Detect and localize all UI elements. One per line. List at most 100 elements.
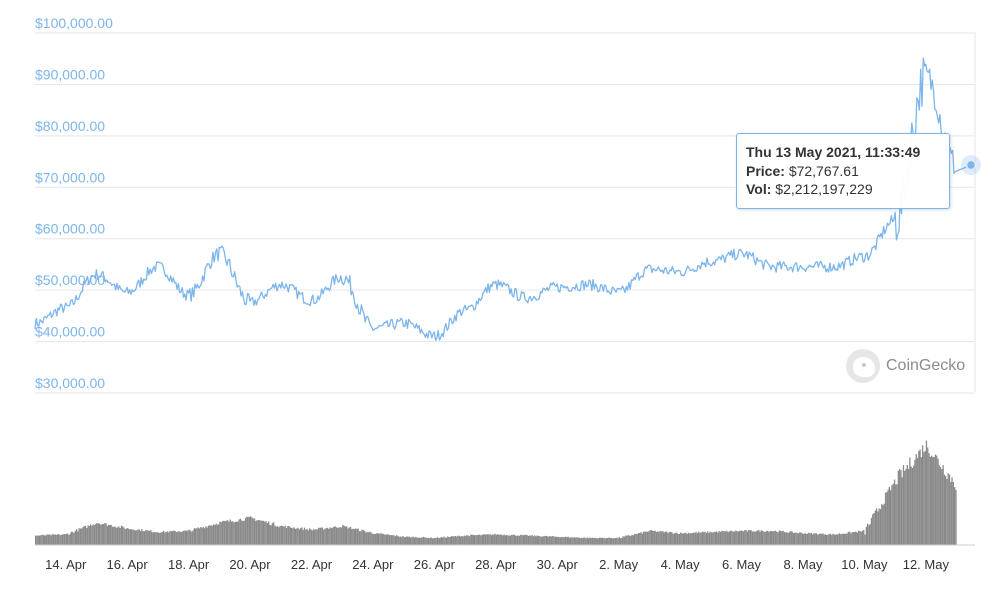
volume-bar [777,532,779,545]
volume-bar [369,531,371,545]
volume-bar [660,531,663,545]
volume-bar [308,528,311,545]
volume-bar [439,537,441,545]
volume-bar [242,521,244,545]
y-tick-label: $70,000.00 [35,169,105,185]
volume-bar [198,528,201,545]
volume-bar [751,531,754,545]
volume-bar [219,521,221,545]
volume-bar [759,531,761,545]
volume-bar [703,532,705,545]
volume-bar [764,531,766,545]
volume-bar [724,531,727,545]
volume-bar [444,537,446,545]
volume-bar [636,534,638,545]
volume-bar [129,529,131,545]
volume-bar [773,531,775,545]
volume-bar [797,533,800,545]
volume-bar [363,530,366,545]
volume-bar [408,536,410,545]
volume-bar [727,532,729,545]
volume-bar [518,535,521,545]
volume-bar [666,531,668,545]
volume-bar [259,520,261,545]
volume-bar [301,527,303,545]
volume-bar [535,536,537,545]
volume-bar [728,531,730,545]
volume-bar [630,535,632,545]
volume-bar [794,532,796,545]
volume-bar [892,483,894,545]
volume-bar [468,536,471,545]
volume-bar [189,530,192,545]
volume-bar [157,532,160,545]
volume-bar [861,530,864,545]
volume-bar [654,530,656,545]
volume-bar [596,538,599,545]
volume-bar [781,531,783,545]
volume-bar [38,535,41,545]
volume-bar [456,536,458,545]
volume-bar [173,530,175,545]
volume-bar [558,537,560,545]
volume-bar [412,536,414,545]
volume-bar [163,530,165,545]
volume-bar [850,533,852,545]
volume-bar [310,529,312,545]
volume-bar [867,523,869,545]
volume-bar [818,534,820,545]
volume-bar [142,531,144,545]
volume-bar [443,536,445,545]
volume-bar [87,525,89,545]
volume-bar [197,527,199,545]
volume-bar [379,533,381,545]
volume-bar [160,532,162,545]
volume-bar [238,519,240,545]
volume-bar [628,535,631,545]
volume-bar [632,535,634,545]
volume-bar [755,531,757,545]
volume-bar [525,534,527,545]
x-tick-label: 6. May [722,557,762,572]
volume-bar [138,529,140,545]
volume-bar [97,523,99,545]
volume-bar [655,532,658,545]
volume-bar [843,533,846,545]
volume-bar [939,467,942,545]
volume-bar [739,530,741,545]
volume-bar [619,538,622,545]
volume-bar [280,525,283,545]
volume-bar [576,537,578,545]
volume-bar [365,532,367,545]
volume-bar [477,534,480,545]
volume-bar [685,532,687,545]
volume-bar [289,527,291,545]
volume-bar [849,531,851,545]
volume-bar [205,526,207,545]
volume-bar [370,532,372,545]
volume-bar [398,536,400,545]
volume-bar [883,503,885,545]
volume-bar [61,534,64,545]
volume-bar [826,534,828,545]
price-series-line[interactable] [34,57,972,342]
volume-bar [951,477,953,545]
volume-bar [60,534,62,545]
volume-bar [420,537,422,545]
volume-bar [276,526,279,545]
volume-bar [881,504,883,545]
volume-bar [687,532,690,545]
volume-bar [78,528,80,545]
volume-bar [134,530,137,545]
volume-bar [104,523,106,545]
credit-watermark[interactable]: CoinGecko [846,349,965,383]
volume-bar [343,525,345,545]
volume-bar [225,520,227,545]
volume-bar [237,521,239,545]
volume-bar [106,526,108,545]
volume-bar [539,536,541,545]
tooltip-price-line: Price: $72,767.61 [746,163,940,179]
volume-bar [713,531,715,545]
volume-bar [330,528,332,545]
